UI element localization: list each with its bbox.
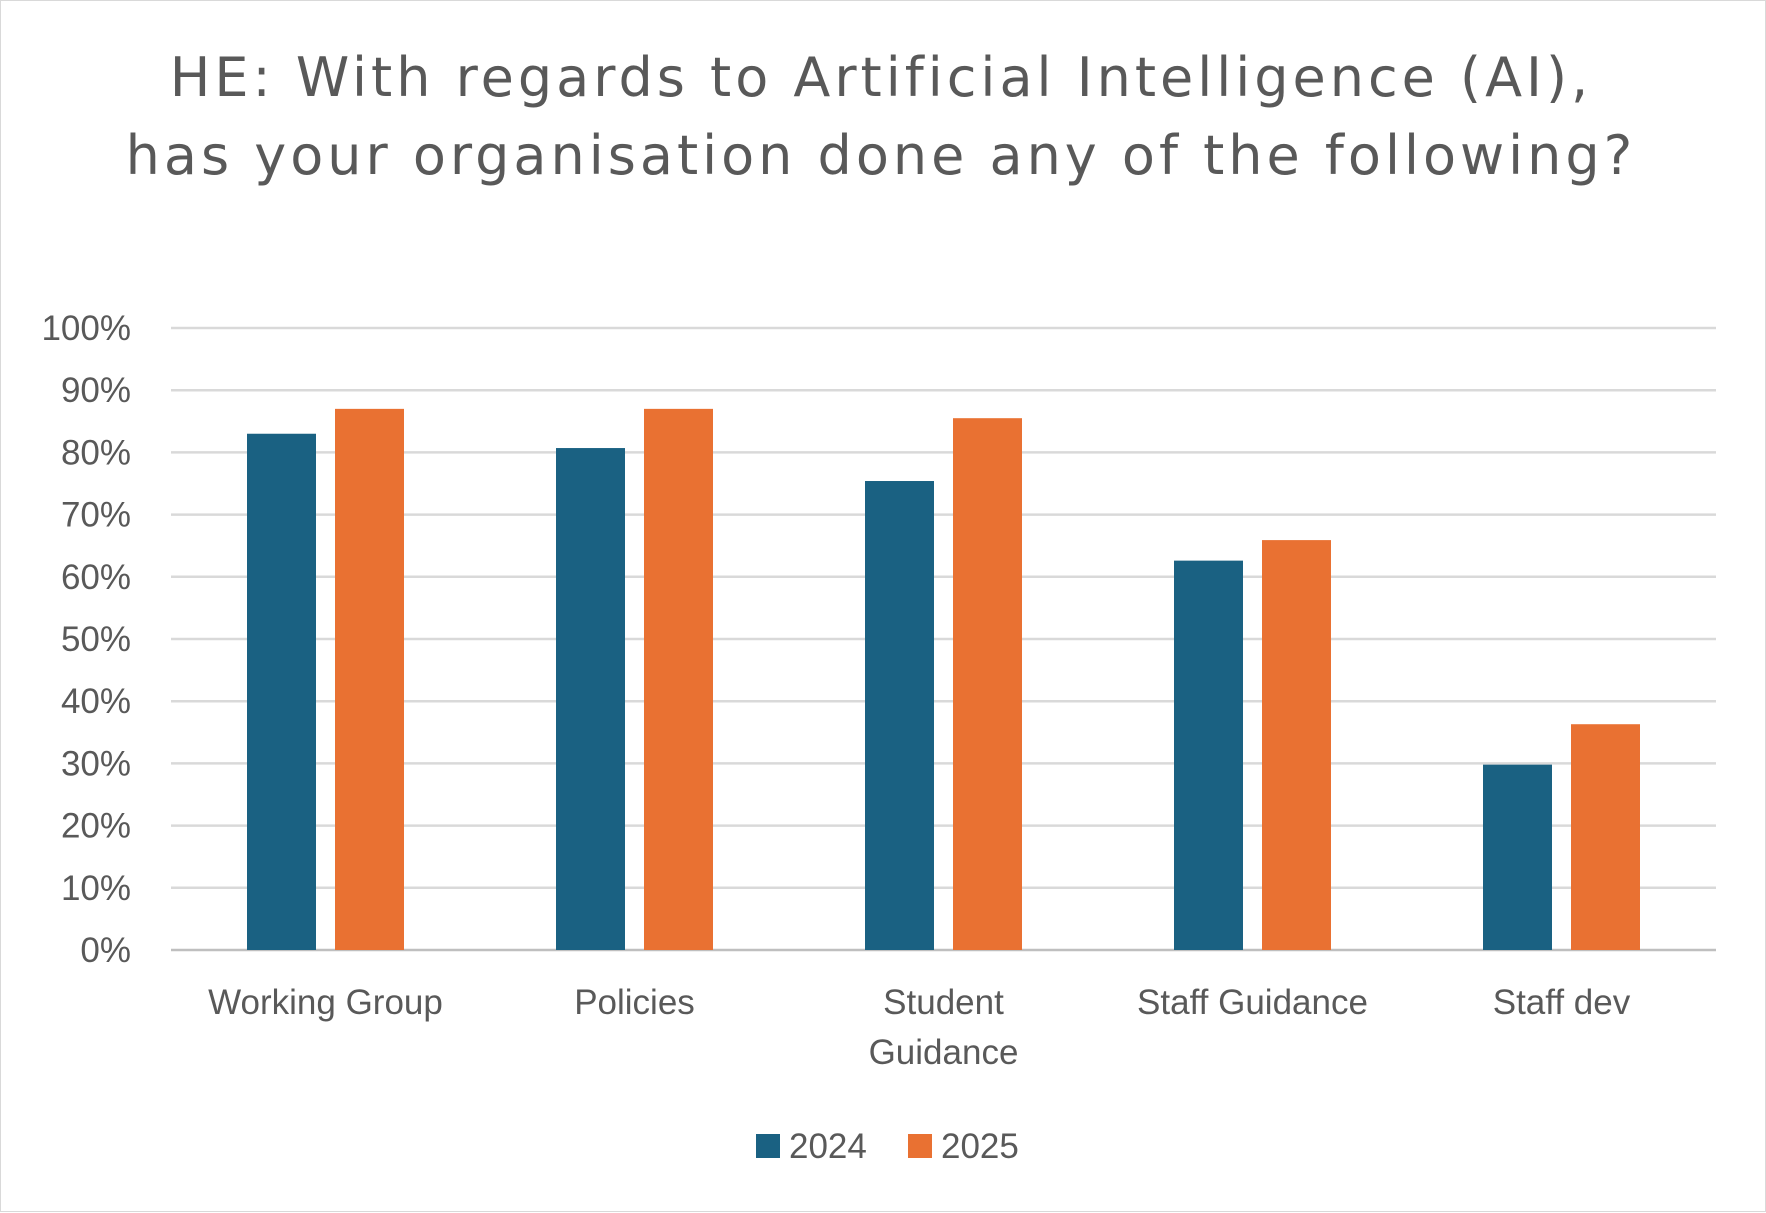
bar-2025	[1262, 540, 1331, 950]
x-tick-label: Guidance	[869, 1033, 1019, 1072]
legend-label: 2024	[789, 1127, 867, 1166]
bar-2024	[1174, 560, 1243, 950]
y-tick-label: 30%	[61, 744, 131, 783]
legend-label: 2025	[941, 1127, 1019, 1166]
bar-2024	[556, 448, 625, 950]
bar-2024	[247, 433, 316, 950]
y-tick-label: 40%	[61, 682, 131, 721]
legend-swatch-2025	[908, 1134, 932, 1158]
x-tick-label: Staff Guidance	[1137, 983, 1368, 1022]
y-tick-label: 80%	[61, 433, 131, 472]
x-tick-label: Policies	[574, 983, 695, 1022]
bar-2024	[1483, 764, 1552, 950]
chart-title: HE: With regards to Artificial Intellige…	[125, 46, 1637, 187]
bar-2025	[1571, 724, 1640, 950]
y-tick-label: 20%	[61, 807, 131, 846]
y-tick-label: 100%	[41, 309, 131, 348]
x-tick-label: Student	[883, 983, 1004, 1022]
y-tick-label: 70%	[61, 496, 131, 535]
y-tick-label: 60%	[61, 558, 131, 597]
y-tick-label: 90%	[61, 371, 131, 410]
bar-2025	[953, 418, 1022, 950]
y-tick-label: 50%	[61, 620, 131, 659]
bar-2025	[335, 408, 404, 950]
y-tick-label: 10%	[61, 869, 131, 908]
legend-swatch-2024	[756, 1134, 780, 1158]
bar-2025	[644, 408, 713, 950]
bar-2024	[865, 481, 934, 950]
y-tick-label: 0%	[80, 931, 131, 970]
x-tick-label: Staff dev	[1493, 983, 1631, 1022]
x-tick-label: Working Group	[208, 983, 443, 1022]
